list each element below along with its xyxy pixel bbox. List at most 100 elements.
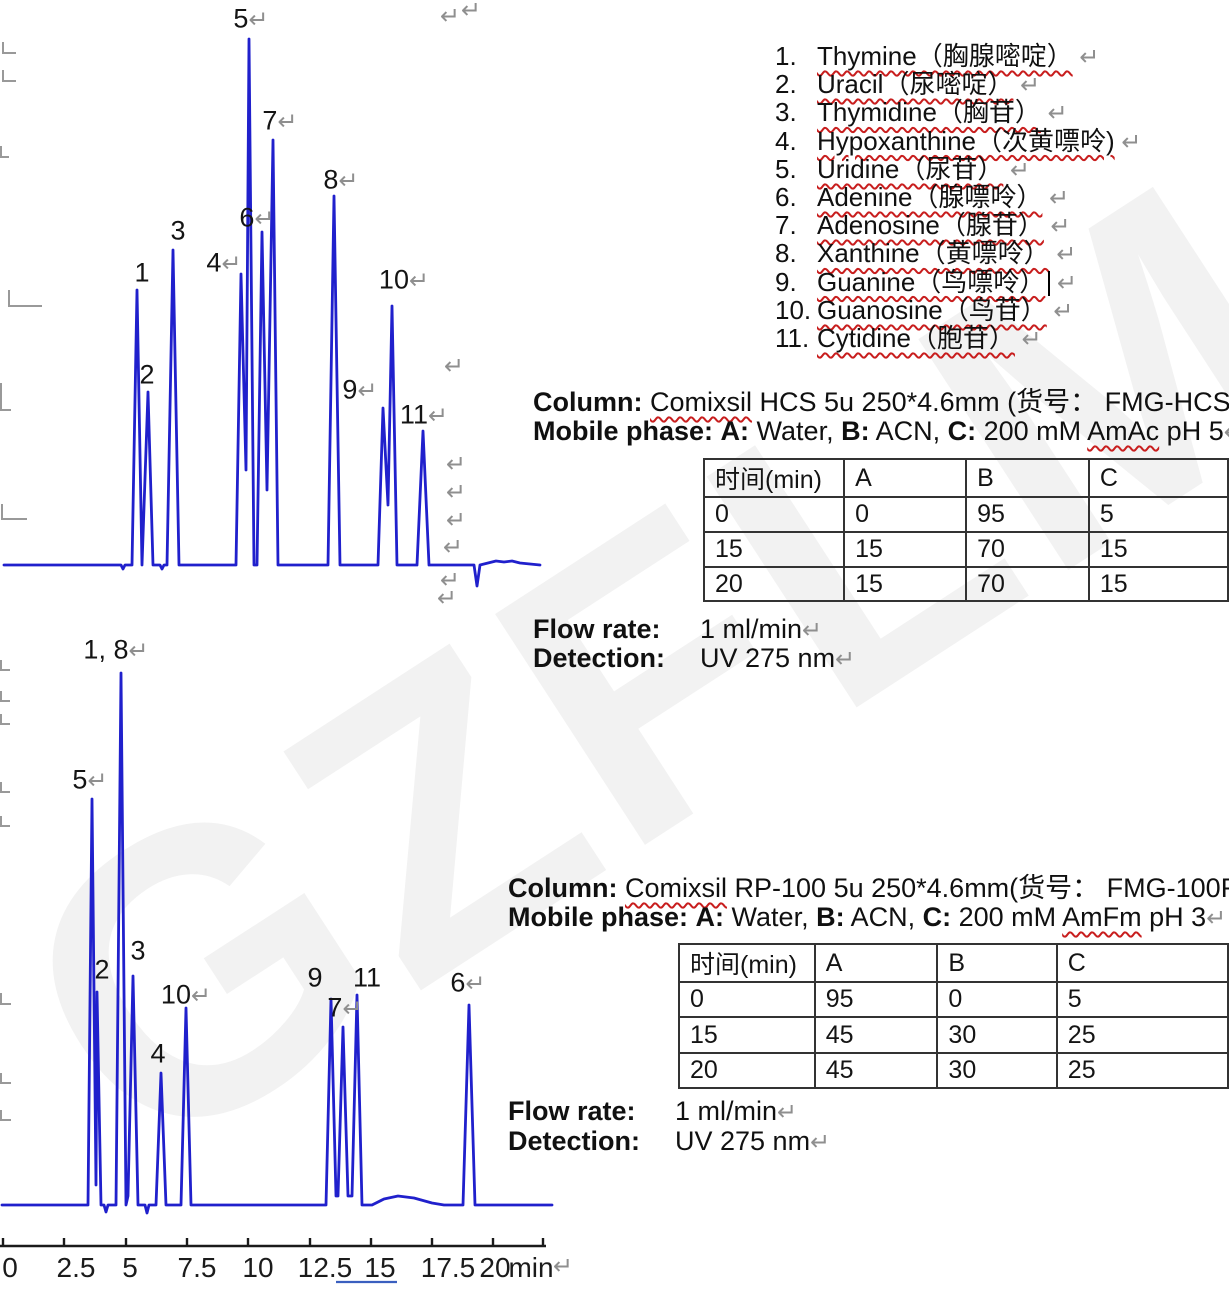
peak-number: 10 [378,264,409,295]
peak-label: 10↵ [161,980,211,1011]
clipped-axis-fragment [0,660,10,671]
return-mark: ↵ [1114,128,1142,156]
peak-label: 6↵ [239,203,274,234]
compound-name: Hypoxanthine（次黄嘌呤) [817,125,1115,156]
table-cell: 15 [702,531,846,568]
return-mark: ↵ [1013,72,1041,100]
text-run: A: [695,902,725,932]
table-header-cell: B [936,943,1058,983]
compound-name: Guanine（鸟嘌呤） [817,266,1046,297]
table-cell: 45 [813,1052,939,1089]
detection-label-1: Detection: [533,643,666,673]
return-mark: ↵ [338,167,359,195]
x-axis-tick-label: 0 [2,1252,18,1283]
return-mark: ↵ [1049,241,1077,269]
clipped-axis-fragment [1,504,27,520]
table-header-cell: C [1087,458,1229,498]
method-info-block-1: Column: Comixsil HCS 5u 250*4.6mm (货号： F… [533,388,1229,447]
compound-name: Uracil（尿嘧啶） [817,69,1014,100]
table-cell: 20 [702,566,846,602]
table-header-cell: 时间(min) [678,943,816,983]
return-mark: ↵ [408,267,430,295]
compound-name: Thymine（胸腺嘧啶） [817,41,1073,71]
detection-label-2: Detection: [508,1126,641,1156]
table-cell: 25 [1055,1016,1229,1054]
peak-number: 8 [323,164,339,195]
x-axis-tick-label: 12.5 [297,1252,353,1283]
table-row: 20 15 70 15 [702,566,1229,602]
return-mark: ↵ [1042,185,1070,212]
peak-label: 9 [307,963,322,994]
table-cell: 15 [843,531,968,568]
list-item-number: 5. [775,153,797,184]
list-item: 1. Thymine（胸腺嘧啶） ↵ [775,36,1099,73]
list-item-number: 6. [775,182,797,212]
return-mark: ↵ [835,646,856,673]
list-item-number: 4. [775,125,797,156]
x-axis-tick-label: 7.5 [177,1252,217,1283]
mobile-phase-line-2: Mobile phase: A: Water, B: ACN, C: 200 m… [508,903,1229,933]
table-header-row: 时间(min) A B C [702,458,1229,498]
text-run [688,902,696,932]
peak-label: 9↵ [342,375,377,406]
return-mark: ↵ [87,767,108,795]
return-mark: ↵ [1224,419,1229,446]
text-run: Column: [533,387,643,417]
peak-number: 2 [139,359,155,390]
clipped-axis-fragment [0,782,10,793]
detection-value-2: UV 275 nm↵ [675,1126,831,1156]
text-run: Water, [749,416,842,446]
table-header-cell: B [965,458,1090,498]
column-line-2: Column: Comixsil RP-100 5u 250*4.6mm(货号：… [508,874,1229,903]
table-cell: 95 [965,496,1090,533]
list-item-number: 11. [775,323,810,353]
table-cell: 0 [936,981,1058,1018]
return-mark: ↵ [1014,326,1042,353]
x-axis-tick-label: 5 [122,1252,138,1283]
text-run: B: [841,416,870,446]
text-run: 200 mM [951,902,1063,932]
trace-chromatogram-2 [0,671,554,1215]
compound-name: Cytidine（胞苷） [817,323,1015,353]
text-run: ACN, [869,416,948,446]
list-item-number: 7. [775,210,797,241]
return-mark: ↵ [221,250,242,278]
peak-number: 3 [130,935,146,966]
peak-label: 5↵ [233,4,268,35]
table-header-cell: A [813,943,939,983]
return-mark: ↵ [277,108,298,136]
peak-label: 3 [170,216,185,247]
list-item-number: 9. [775,266,797,297]
peak-number: 5 [233,3,249,34]
text-run: Comixsil [650,387,753,417]
peak-number: 4 [150,1038,166,1069]
table-cell: 15 [843,566,968,602]
peak-label: 2 [139,360,154,391]
x-axis-tick-label: 17.5 [420,1252,476,1283]
peak-label: 10↵ [379,265,429,296]
table-cell: 15 [678,1016,816,1054]
return-mark: ↵ [446,507,467,534]
trace-chromatogram-1 [2,37,542,588]
table-cell: 0 [702,496,846,533]
text-run: Mobile phase: [508,902,689,932]
text-run: C: [947,416,977,446]
list-item: 11. Cytidine（胞苷） ↵ [775,318,1042,355]
compound-name: Guanosine（鸟苷） [817,294,1047,325]
peak-label: 7↵ [262,106,297,137]
table-row: 15 45 30 25 [678,1016,1229,1054]
list-item: 8. Xanthine（黄嘌呤） ↵ [775,233,1076,270]
compound-name: Thymidine（胸苷） [817,97,1041,128]
table-cell: 95 [813,981,939,1018]
peak-number: 3 [170,215,186,246]
text-run: A: [720,416,750,446]
table-row: 15 15 70 15 [702,531,1229,568]
return-mark: ↵ [440,567,461,594]
peak-number: 10 [160,979,191,1010]
return-mark: ↵ [1050,269,1078,297]
clipped-axis-fragment [0,993,11,1005]
text-run: Water, [724,902,817,932]
table-cell: 45 [813,1016,939,1054]
peak-label: 1, 8↵ [83,635,148,666]
clipped-axis-fragment [0,1073,11,1084]
